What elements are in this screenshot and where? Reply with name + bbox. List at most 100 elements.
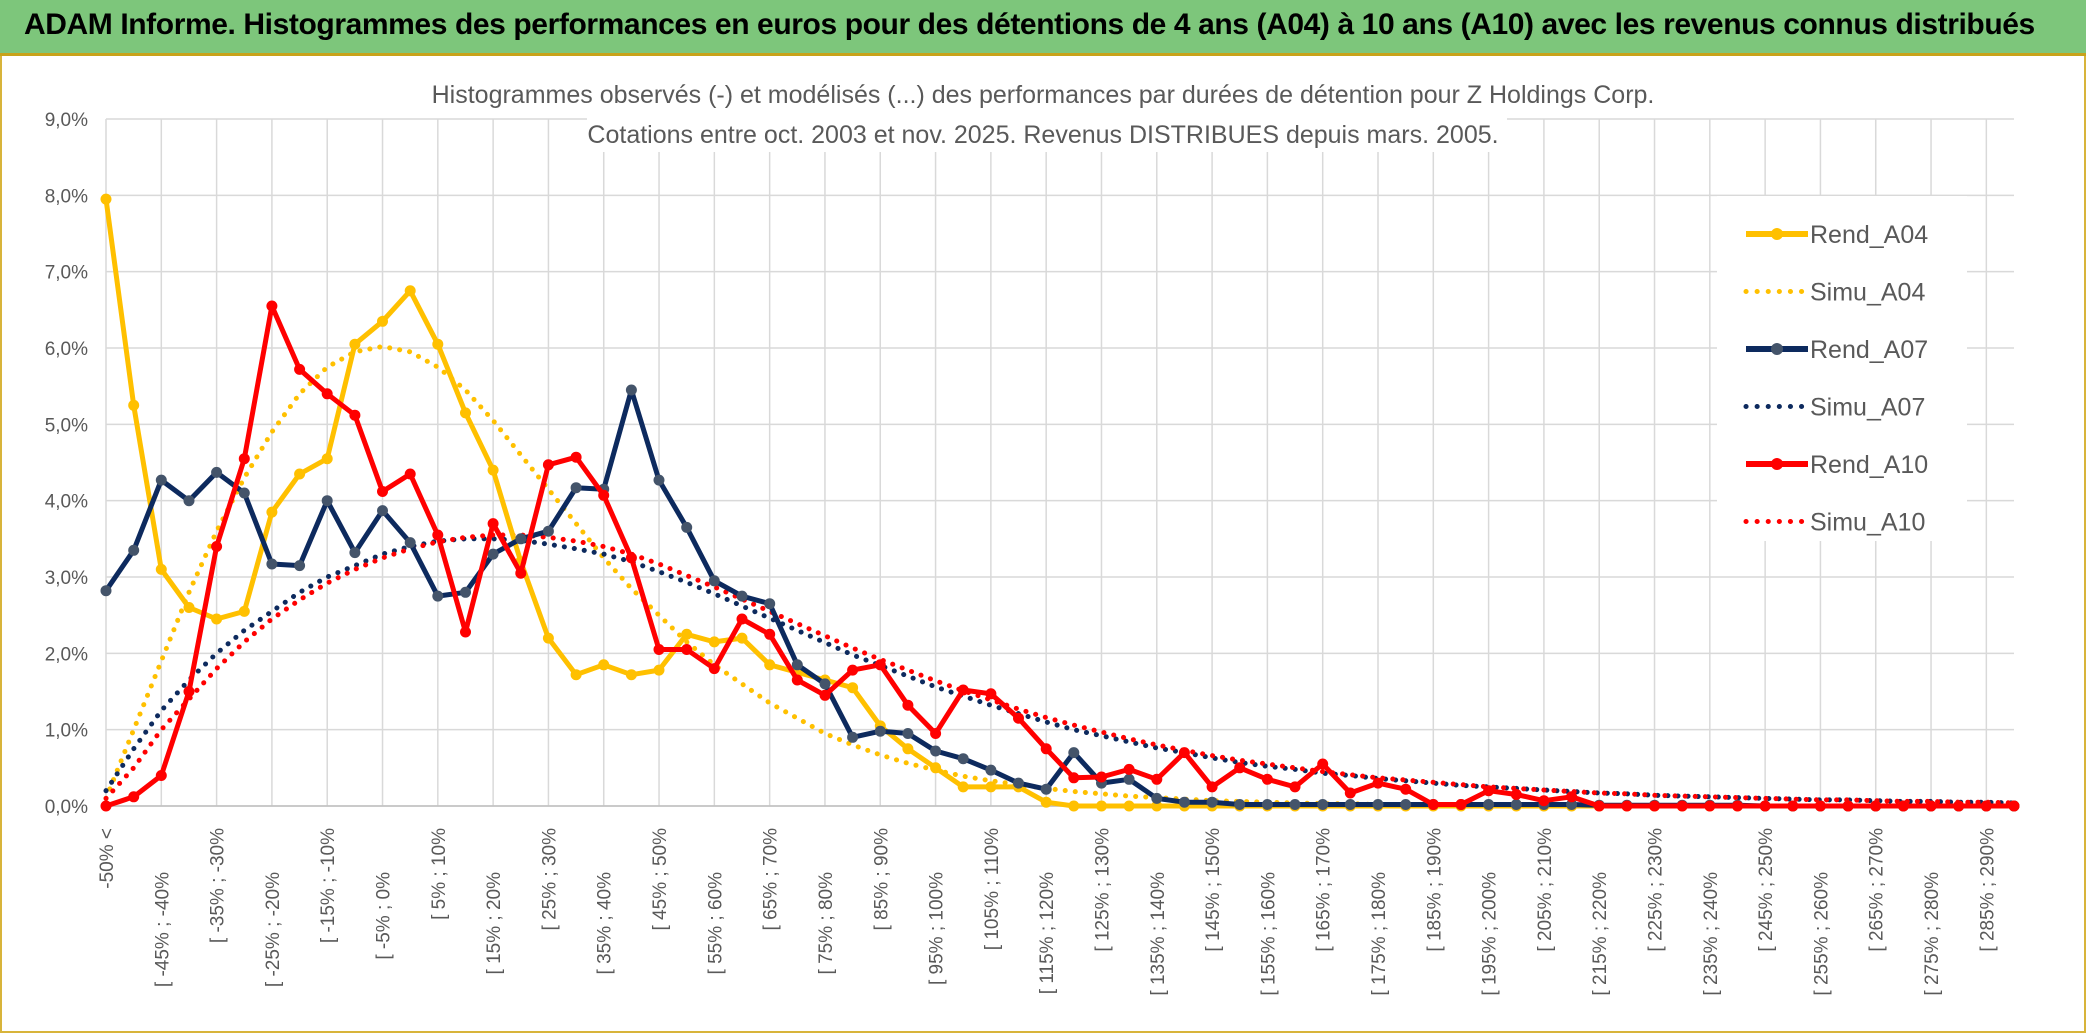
data-point (238, 453, 250, 465)
data-point (1344, 787, 1356, 799)
data-point (377, 315, 388, 327)
x-tick-label: [ 205% ; 210% (1535, 828, 1556, 952)
y-axis: 0,0% 1,0% 2,0% 3,0% 4,0% 5,0% 6,0% 7,0% 8,0% 9,0% (45, 110, 88, 818)
data-point (1953, 800, 1965, 812)
data-point (404, 285, 416, 297)
data-point (128, 399, 140, 411)
data-point (100, 193, 112, 205)
data-point (708, 663, 720, 675)
data-point (1483, 799, 1495, 810)
data-point (957, 781, 969, 793)
data-point (985, 764, 997, 776)
legend-label: Rend_A04 (1810, 221, 1928, 249)
data-point (1372, 799, 1384, 810)
x-tick-label: [ 145% ; 150% (1203, 828, 1224, 952)
data-point (764, 598, 776, 610)
x-tick-label: [ 275% ; 280% (1922, 872, 1943, 996)
data-point (625, 669, 637, 681)
legend-marker (1771, 458, 1783, 470)
data-point (736, 632, 748, 644)
data-point (377, 486, 388, 497)
data-point (930, 728, 942, 739)
data-point (1123, 773, 1135, 785)
data-point (183, 686, 195, 697)
data-point (625, 552, 637, 564)
y-tick-label: 9,0% (45, 110, 88, 131)
data-point (1400, 799, 1412, 810)
data-point (349, 409, 361, 421)
x-tick-label: [ 75% ; 80% (816, 872, 837, 975)
data-point (1621, 800, 1633, 812)
data-point (128, 791, 140, 803)
data-point (1068, 747, 1080, 759)
data-point (764, 628, 776, 640)
data-point (1289, 781, 1301, 793)
data-point (377, 505, 388, 517)
x-tick-label: [ 225% ; 230% (1646, 828, 1667, 952)
data-point (321, 453, 333, 465)
data-point (349, 547, 361, 559)
data-point (598, 489, 610, 501)
legend-item-rend-a04: Rend_A04 (1746, 221, 1928, 249)
data-point (874, 659, 886, 671)
data-point (1068, 800, 1080, 812)
x-tick-label: [ 45% ; 50% (650, 828, 671, 931)
x-tick-label: [ 165% ; 170% (1314, 828, 1335, 952)
data-point (819, 678, 831, 690)
y-tick-label: 3,0% (45, 568, 88, 589)
legend-label: Simu_A07 (1810, 394, 1925, 422)
data-point (1123, 763, 1135, 775)
y-tick-label: 6,0% (45, 339, 88, 360)
x-tick-label: [ 155% ; 160% (1258, 872, 1279, 996)
data-point (598, 659, 610, 671)
data-point (211, 466, 223, 478)
data-point (1814, 800, 1826, 812)
x-tick-label: [ 15% ; 20% (484, 872, 505, 975)
legend-item-simu-a04: Simu_A04 (1743, 279, 1925, 307)
data-point (266, 506, 278, 518)
data-point (653, 474, 665, 486)
x-tick-label: [ 215% ; 220% (1590, 872, 1611, 996)
x-tick-label: [ 285% ; 290% (1977, 828, 1998, 952)
x-tick-label: [ -35% ; -30% (208, 828, 229, 943)
data-point (1593, 800, 1605, 812)
data-point (570, 451, 582, 463)
x-tick-label: [ 95% ; 100% (927, 872, 948, 985)
legend-label: Rend_A10 (1810, 451, 1928, 479)
data-point (1317, 758, 1329, 770)
data-point (1455, 799, 1467, 810)
x-tick-label: [ 65% ; 70% (761, 828, 782, 931)
data-point (874, 725, 886, 737)
legend-marker (1771, 343, 1783, 355)
data-point (736, 590, 748, 602)
x-tick-label: [ 85% ; 90% (871, 828, 892, 931)
chart-title-line1: Histogrammes observés (-) et modélisés (… (432, 81, 1655, 109)
x-tick-label: [ 245% ; 250% (1756, 828, 1777, 952)
data-point (902, 728, 914, 739)
data-point (1344, 799, 1356, 810)
data-point (349, 338, 361, 350)
data-point (460, 407, 471, 419)
data-point (155, 563, 167, 575)
data-point (294, 468, 306, 480)
legend-item-simu-a10: Simu_A10 (1743, 509, 1925, 537)
data-point (957, 753, 969, 765)
data-point (1068, 772, 1080, 784)
data-point (570, 669, 582, 681)
legend-marker (1771, 228, 1783, 240)
chart-title: Histogrammes observés (-) et modélisés (… (422, 78, 1672, 152)
x-tick-label: [ 55% ; 60% (705, 872, 726, 975)
y-tick-label: 1,0% (45, 721, 88, 742)
x-tick-label: [ 35% ; 40% (595, 872, 616, 975)
x-tick-label: [ 185% ; 190% (1424, 828, 1445, 952)
data-point (791, 674, 803, 686)
data-point (1510, 799, 1522, 810)
data-point (708, 636, 720, 648)
x-tick-label: [ 5% ; 10% (429, 828, 450, 920)
data-point (1897, 800, 1909, 812)
grid (105, 118, 2014, 807)
data-point (211, 613, 223, 625)
data-point (1151, 792, 1163, 804)
data-point (930, 762, 942, 774)
y-tick-label: 5,0% (45, 415, 88, 436)
